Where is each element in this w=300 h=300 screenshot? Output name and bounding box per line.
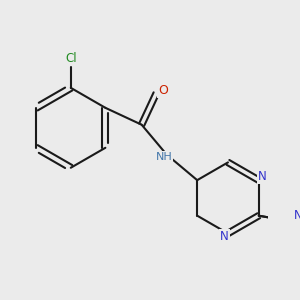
Text: O: O (158, 84, 168, 97)
Text: N: N (220, 230, 229, 243)
Text: NH: NH (155, 152, 172, 162)
Text: N: N (294, 209, 300, 223)
Text: N: N (258, 170, 266, 183)
Text: Cl: Cl (65, 52, 76, 65)
Text: N: N (294, 209, 300, 222)
